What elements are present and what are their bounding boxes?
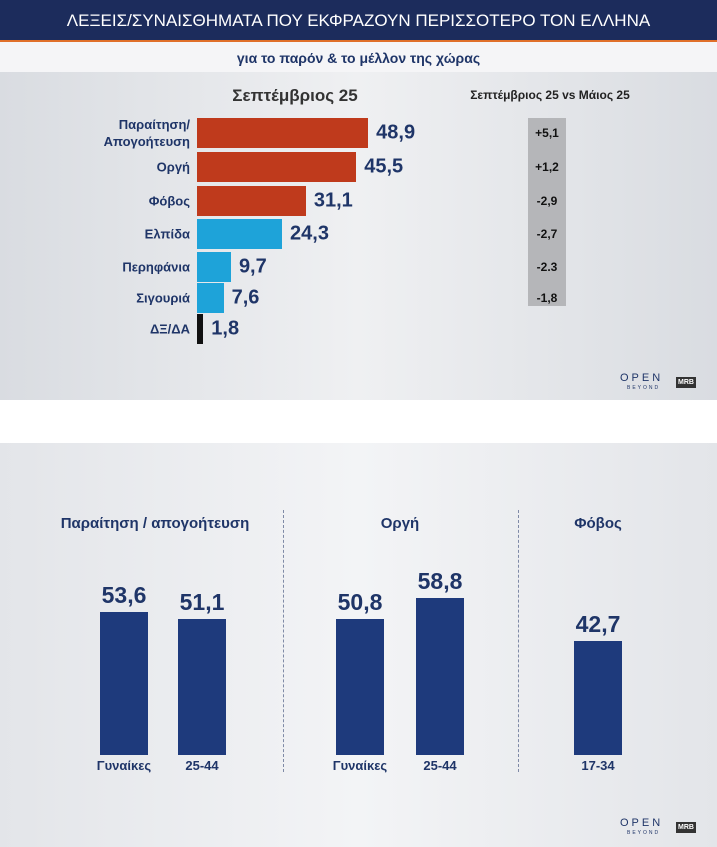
separator xyxy=(283,510,284,772)
change-label: -1,8 xyxy=(536,291,558,305)
change-label: -2,9 xyxy=(536,194,558,208)
bar xyxy=(197,219,283,249)
header-bar xyxy=(0,0,717,42)
category-label: Περηφάνια xyxy=(122,259,190,275)
bar xyxy=(178,618,226,755)
bar xyxy=(197,186,306,216)
series-label: Σεπτέμβριος 25 xyxy=(232,86,358,105)
value-label: 9,7 xyxy=(238,255,267,278)
value-label: 53,6 xyxy=(101,581,147,608)
category-label: 25-44 xyxy=(185,758,219,773)
separator xyxy=(518,510,519,772)
chart-subtitle: για το παρόν & το μέλλον της χώρας xyxy=(236,50,481,66)
category-label: 17-34 xyxy=(581,758,615,773)
logo-open: OPEN xyxy=(620,372,664,384)
category-label: Γυναίκες xyxy=(332,758,388,773)
value-label: 1,8 xyxy=(211,317,240,340)
group-title: Παραίτηση / απογοήτευση xyxy=(60,515,250,532)
bar xyxy=(197,252,231,282)
category-label: Παραίτηση/ Απογοήτευση xyxy=(103,117,190,149)
logo-beyond: BEYOND xyxy=(627,830,661,836)
value-label: 58,8 xyxy=(417,568,463,594)
category-label: 25-44 xyxy=(423,758,457,773)
category-label: Φόβος xyxy=(148,193,190,209)
change-label: +1,2 xyxy=(535,160,559,174)
logo-open: OPEN xyxy=(620,817,664,829)
value-label: 31,1 xyxy=(313,189,353,212)
logo-beyond: BEYOND xyxy=(627,385,661,391)
logo-mrb: MRB xyxy=(676,822,696,833)
bar xyxy=(197,314,204,344)
category-label: Οργή xyxy=(156,159,190,175)
value-label: 48,9 xyxy=(376,121,416,144)
category-label: Ελπίδα xyxy=(144,226,190,242)
value-label: 42,7 xyxy=(575,610,621,637)
group-title: Οργή xyxy=(380,515,420,532)
bar xyxy=(100,611,148,755)
value-label: 24,3 xyxy=(290,222,329,245)
category-label: Σιγουριά xyxy=(136,290,190,306)
category-label: Γυναίκες xyxy=(96,758,152,773)
group-title: Φόβος xyxy=(574,515,622,532)
change-title: Σεπτέμβριος 25 vs Μάιος 25 xyxy=(470,88,630,102)
value-label: 45,5 xyxy=(364,155,404,178)
change-label: +5,1 xyxy=(535,126,559,140)
change-label: -2.3 xyxy=(536,260,558,274)
bar xyxy=(416,598,464,755)
bar xyxy=(197,118,369,148)
change-box xyxy=(528,118,566,306)
bar xyxy=(197,283,224,313)
change-label: -2,7 xyxy=(536,227,558,241)
bar xyxy=(336,619,384,755)
value-label: 50,8 xyxy=(337,589,383,616)
logo-mrb: MRB xyxy=(676,377,696,388)
bar xyxy=(574,640,622,755)
chart-title: ΛΕΞΕΙΣ/ΣΥΝΑΙΣΘΗΜΑΤΑ ΠΟΥ ΕΚΦΡΑΖΟΥΝ ΠΕΡΙΣΣ… xyxy=(66,11,651,30)
subtitle-band xyxy=(0,42,717,72)
value-label: 51,1 xyxy=(179,588,225,615)
category-label: ΔΞ/ΔΑ xyxy=(149,321,190,337)
value-label: 7,6 xyxy=(231,286,260,309)
bar xyxy=(197,152,357,182)
